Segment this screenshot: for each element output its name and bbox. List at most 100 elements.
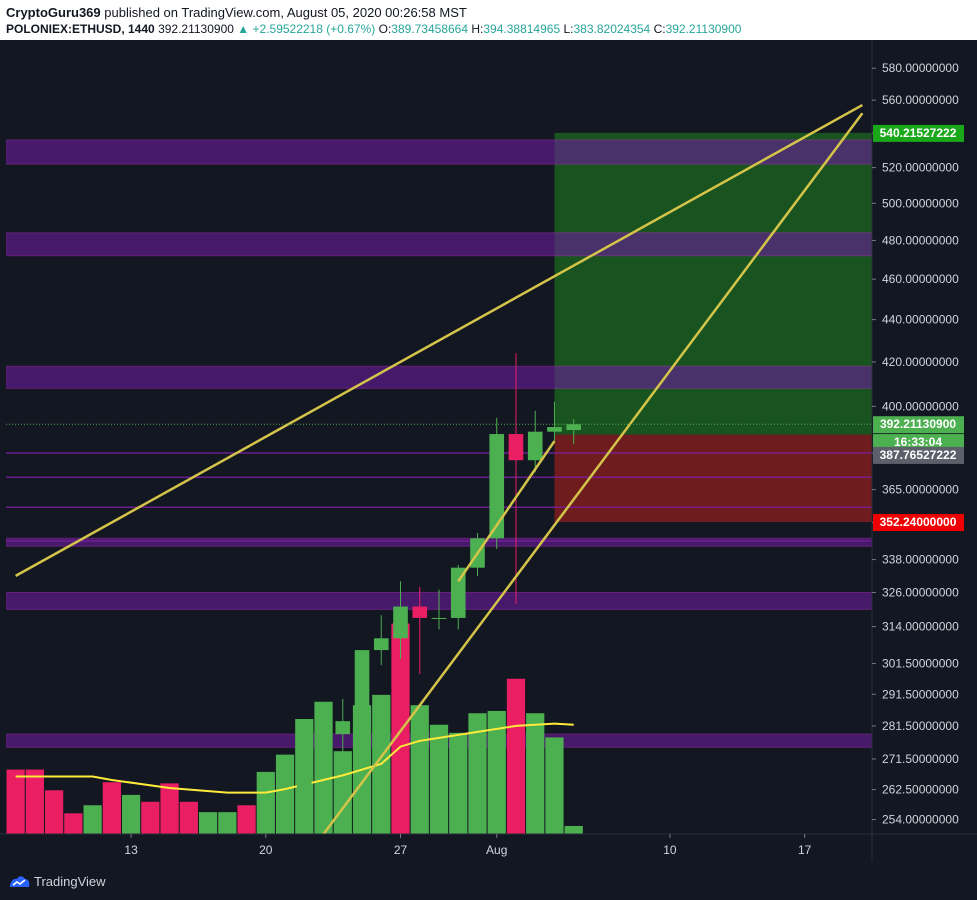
trendline [457,440,556,583]
candle-body [335,721,351,735]
close-label: C: [653,22,666,36]
author-name[interactable]: CryptoGuru369 [6,5,101,20]
volume-bar [275,754,295,834]
price-tick-label: 314.00000000 [882,620,959,634]
chart-footer: TradingView [0,862,977,900]
volume-bar [506,678,526,834]
resistance-zone [6,232,872,257]
trendline [322,112,864,834]
volume-bar [141,801,160,834]
candle-body [296,747,312,788]
target-zone [554,132,872,435]
resistance-zone [6,365,872,389]
price-label-box [873,514,964,532]
trendline [15,103,863,577]
symbol-line: POLONIEX:ETHUSD, 1440 392.21130900 ▲ +2.… [6,22,741,36]
low-label: L: [563,22,574,36]
price-tick-label: 301.50000000 [882,657,959,671]
volume-bar [198,812,218,834]
candle-body [527,431,543,461]
volume-bar [256,771,275,834]
candle-body [393,606,408,639]
candle-body [354,650,370,722]
price-tick-label: 326.00000000 [882,585,959,599]
volume-bar [410,705,429,834]
close-value: 392.21130900 [665,22,742,36]
plot-area [6,103,872,834]
volume-bar [179,801,198,834]
volume-bar [6,769,25,834]
last-price: 392.21130900 [158,22,234,36]
price-label-box [873,124,964,142]
price-tick-label: 420.00000000 [882,355,959,369]
price-tick-label: 560.00000000 [882,93,959,107]
price-label-box [873,446,964,464]
price-tick-label: 262.50000000 [882,783,959,797]
chart-header: CryptoGuru369 published on TradingView.c… [0,0,977,40]
price-label-box [873,434,964,452]
price-label-text: 352.24000000 [880,515,957,529]
candle-body [373,638,389,651]
time-tick-label: 10 [663,843,677,857]
price-tick-label: 338.00000000 [882,553,959,567]
low-value: 383.82024354 [573,22,651,36]
open-value: 389.73458664 [391,22,469,36]
time-tick-label: 20 [259,843,273,857]
published-text: published on TradingView.com, August 05,… [104,5,467,20]
price-tick-label: 254.00000000 [882,813,959,827]
price-tick-label: 520.00000000 [882,161,959,175]
volume-bar [333,751,352,834]
volume-bar [237,805,256,834]
time-tick-label: Aug [486,843,507,857]
price-tick-label: 365.00000000 [882,483,959,497]
high-value: 394.38814965 [483,22,561,36]
price-tick-label: 281.50000000 [882,719,959,733]
resistance-zone [6,139,872,165]
price-tick-label: 480.00000000 [882,233,959,247]
resistance-zone [6,537,872,547]
candle-body [412,606,428,618]
volume-bar [83,805,102,834]
volume-ma-line [15,722,574,794]
candle-body [316,734,331,748]
volume-bar [102,782,121,834]
candle-body [508,434,524,461]
price-label-box [873,416,964,434]
price-label-text: 540.21527222 [880,126,957,140]
volume-bar [25,769,44,834]
stop-zone [554,434,872,523]
publish-line: CryptoGuru369 published on TradingView.c… [6,5,467,20]
volume-bar [487,710,506,834]
volume-bar [218,812,237,834]
price-tick-label: 440.00000000 [882,313,959,327]
price-label-text: 16:33:04 [894,435,942,449]
candle-body [547,427,562,432]
time-tick-label: 17 [798,843,812,857]
volume-bar [160,783,179,834]
volume-bar [449,732,468,834]
high-label: H: [471,22,484,36]
candle-body [489,434,505,539]
tradingview-brand[interactable]: TradingView [34,874,106,889]
price-tick-label: 500.00000000 [882,196,959,210]
price-tick-label: 460.00000000 [882,272,959,286]
volume-bar [64,813,83,834]
up-arrow-icon: ▲ [237,22,250,36]
price-chart[interactable]: 580.00000000560.00000000540.00000000520.… [0,40,977,862]
open-label: O: [378,22,392,36]
candle-body [566,424,582,430]
volume-bar [545,737,564,834]
time-tick-label: 27 [394,843,408,857]
price-tick-label: 580.00000000 [882,61,959,75]
volume-bar [121,794,141,834]
price-change: +2.59522218 (+0.67%) [252,22,376,36]
candle-body [450,567,466,618]
tradingview-logo-icon [10,876,30,887]
symbol-name[interactable]: POLONIEX:ETHUSD, 1440 [6,22,155,36]
volume-bar [391,623,410,834]
price-tick-label: 271.50000000 [882,752,959,766]
price-label-text: 387.76527222 [880,448,957,462]
time-tick-label: 13 [124,843,138,857]
volume-bar [468,713,487,834]
price-tick-label: 291.50000000 [882,687,959,701]
